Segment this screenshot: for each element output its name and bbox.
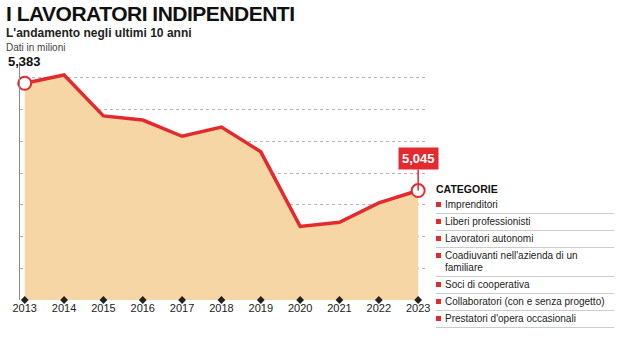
svg-text:2016: 2016 — [131, 302, 155, 314]
html-text:Imprenditori: Imprenditori — [445, 199, 498, 210]
html-text:I LAVORATORI INDIPENDENTI: I LAVORATORI INDIPENDENTI — [6, 2, 295, 25]
html-text:L'andamento negli ultimi 10 an: L'andamento negli ultimi 10 anni — [6, 26, 192, 40]
svg-text:2015: 2015 — [91, 302, 115, 314]
html-text:CATEGORIE: CATEGORIE — [436, 183, 498, 195]
svg-text:2020: 2020 — [288, 302, 312, 314]
html-text:Dati in milioni: Dati in milioni — [6, 42, 66, 53]
html-text:Soci di cooperativa: Soci di cooperativa — [445, 279, 530, 290]
html-text:Prestatori d'opera occasionali: Prestatori d'opera occasionali — [445, 313, 576, 324]
html-text:Liberi professionisti: Liberi professionisti — [445, 216, 531, 227]
html-text:Coadiuvanti nell'azienda di un: Coadiuvanti nell'azienda di un familiare — [445, 250, 578, 273]
html-text:Collaboratori (con e senza pro: Collaboratori (con e senza progetto) — [445, 296, 605, 307]
svg-text:2013: 2013 — [12, 302, 36, 314]
svg-text:2019: 2019 — [249, 302, 273, 314]
svg-text:2022: 2022 — [367, 302, 391, 314]
html-text:Lavoratori autonomi: Lavoratori autonomi — [445, 233, 534, 244]
svg-text:2017: 2017 — [170, 302, 194, 314]
svg-text:2021: 2021 — [327, 302, 351, 314]
svg-text:2018: 2018 — [209, 302, 233, 314]
svg-text:5,383: 5,383 — [8, 54, 41, 69]
svg-text:5,045: 5,045 — [402, 151, 435, 166]
svg-text:2014: 2014 — [52, 302, 76, 314]
svg-text:2023: 2023 — [406, 302, 430, 314]
